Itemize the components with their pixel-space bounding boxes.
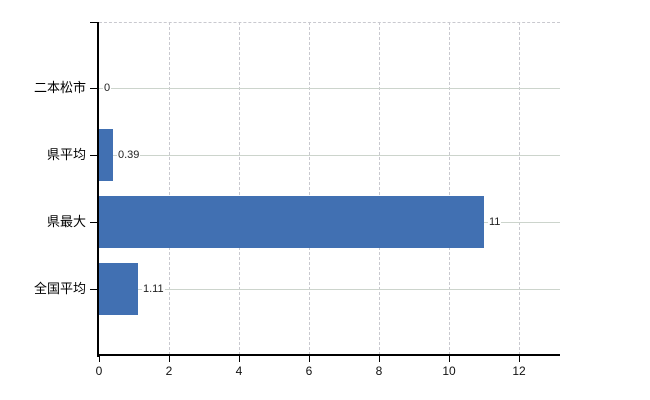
- y-axis-end-tick: [90, 22, 98, 23]
- category-label: 県平均: [46, 147, 86, 162]
- x-tick-label: 4: [235, 364, 243, 378]
- x-axis-tick: [519, 356, 520, 362]
- category-label: 県最大: [46, 214, 86, 229]
- x-tick-label: 0: [95, 364, 103, 378]
- x-axis-tick: [309, 356, 310, 362]
- x-axis-tick: [449, 356, 450, 362]
- x-gridline: [379, 22, 380, 355]
- x-tick-label: 10: [442, 364, 456, 378]
- x-gridline: [519, 22, 520, 355]
- y-axis-tick: [90, 289, 98, 290]
- plot-top-border: [99, 22, 560, 23]
- x-tick-label: 6: [305, 364, 313, 378]
- category-gridline: [99, 289, 560, 290]
- value-label: 11: [488, 215, 502, 229]
- category-gridline: [99, 155, 560, 156]
- x-axis-tick: [169, 356, 170, 362]
- value-label: 0: [103, 81, 112, 95]
- bar: [99, 129, 113, 181]
- x-axis-tick: [99, 356, 100, 362]
- x-axis-tick: [239, 356, 240, 362]
- value-label: 0.39: [117, 148, 141, 162]
- x-gridline: [239, 22, 240, 355]
- x-gridline: [449, 22, 450, 355]
- x-axis-line: [97, 354, 560, 356]
- x-tick-label: 12: [512, 364, 526, 378]
- x-gridline: [169, 22, 170, 355]
- x-tick-label: 2: [165, 364, 173, 378]
- bar: [99, 196, 484, 248]
- x-gridline: [309, 22, 310, 355]
- y-axis-tick: [90, 155, 98, 156]
- category-label: 二本松市: [33, 80, 86, 95]
- category-label: 全国平均: [33, 281, 86, 296]
- y-axis-tick: [90, 88, 98, 89]
- x-tick-label: 8: [375, 364, 383, 378]
- bar: [99, 263, 138, 315]
- y-axis-line: [97, 22, 99, 357]
- x-axis-tick: [379, 356, 380, 362]
- category-gridline: [99, 88, 560, 89]
- y-axis-tick: [90, 222, 98, 223]
- value-label: 1.11: [142, 282, 165, 296]
